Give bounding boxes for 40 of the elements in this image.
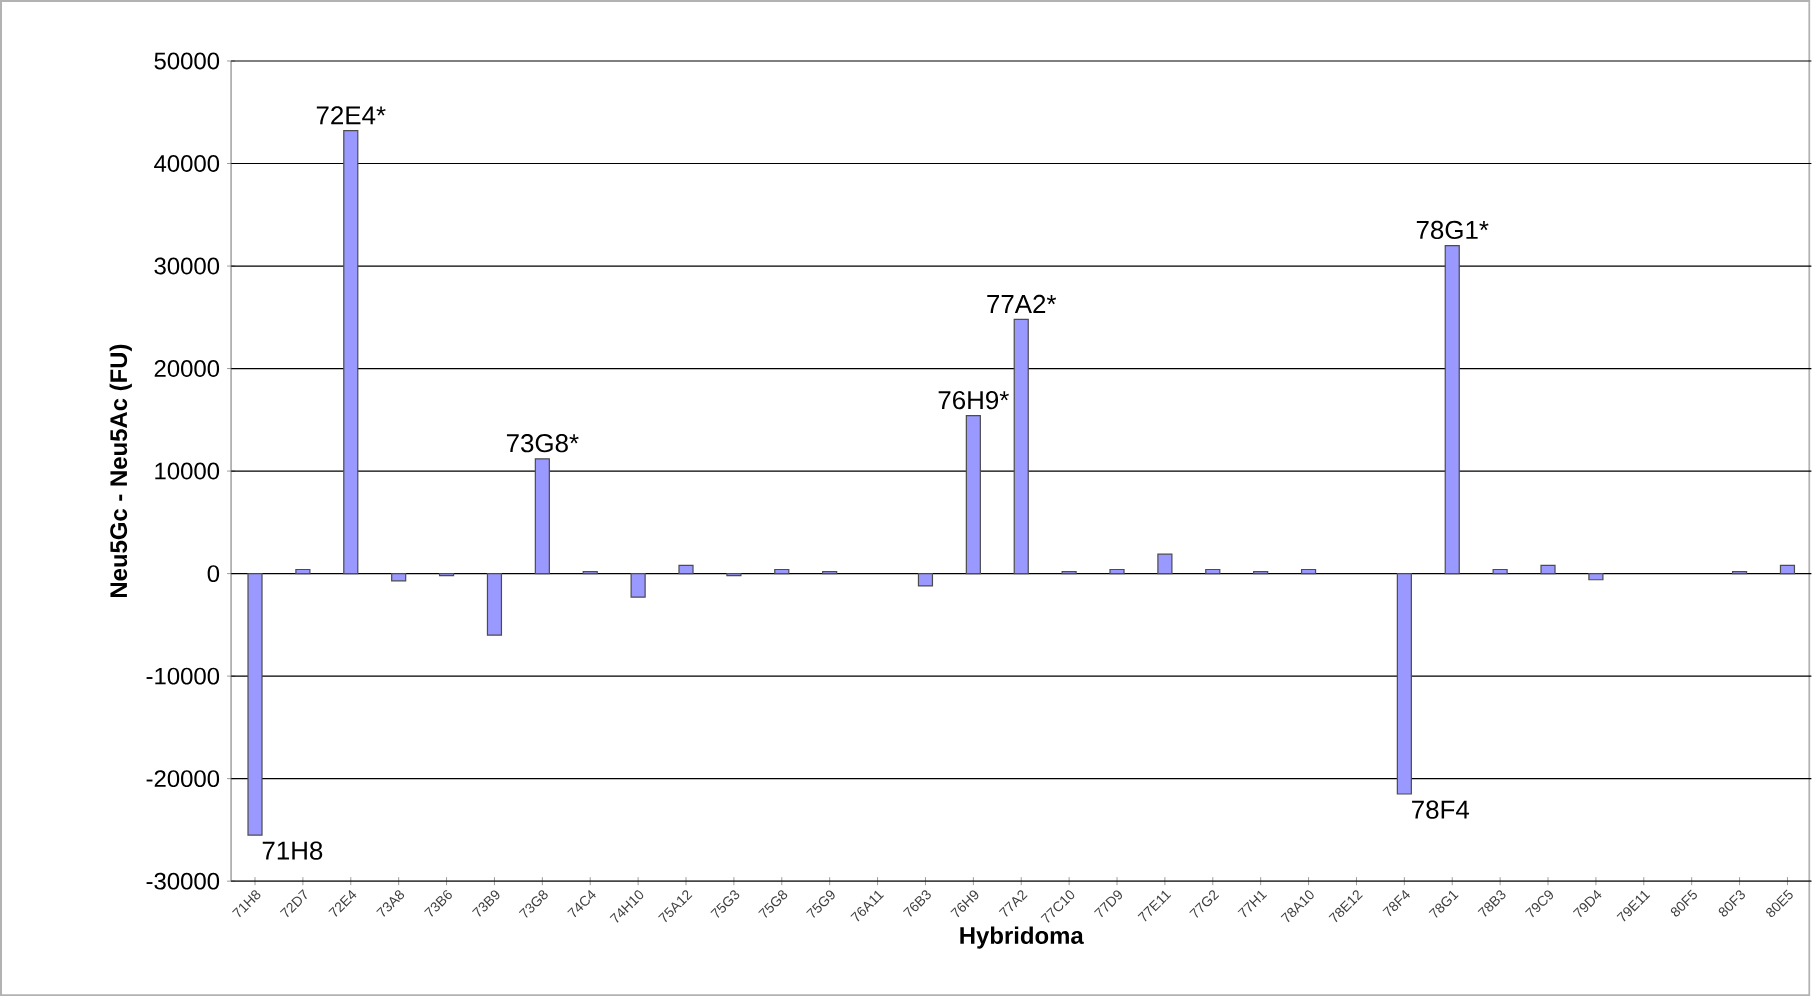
bar	[1205, 568, 1221, 575]
bar	[343, 130, 359, 575]
bar	[774, 568, 790, 575]
annotation: 78G1*	[1416, 220, 1489, 240]
bar	[1109, 568, 1125, 575]
y-axis-title: Neu5Gc - Neu5Ac (FU)	[109, 344, 132, 597]
y-tick-label: -10000	[146, 667, 220, 685]
bar	[295, 568, 311, 575]
bar	[391, 572, 407, 582]
y-tick-label: -20000	[146, 770, 220, 787]
bar	[1300, 568, 1317, 575]
y-tick-label: 10000	[155, 462, 220, 480]
bar	[678, 564, 694, 575]
y-tick-label: 50000	[154, 52, 220, 70]
y-tick-label: 20000	[154, 360, 220, 377]
annotation: 78F4	[1412, 800, 1470, 819]
y-tick-label: 0	[207, 565, 220, 582]
bar	[1444, 244, 1460, 575]
y-tick-label: 40000	[154, 154, 220, 172]
bar	[630, 572, 646, 598]
bar	[1157, 553, 1173, 575]
bar	[1588, 572, 1604, 581]
bar	[486, 572, 503, 636]
annotation: 77A2*	[987, 294, 1057, 313]
bar	[1013, 318, 1029, 575]
annotation: 71H8	[262, 841, 323, 860]
bar	[1396, 572, 1412, 795]
bar	[1492, 568, 1508, 575]
bar	[534, 458, 550, 575]
y-tick-label: -30000	[146, 872, 220, 890]
bar	[965, 415, 981, 575]
bar	[247, 572, 263, 836]
bar	[917, 572, 934, 587]
y-tick-label: 30000	[154, 257, 220, 275]
annotation: 72E4*	[316, 106, 386, 125]
bar	[1540, 564, 1556, 575]
bar	[1779, 564, 1796, 575]
x-axis-title: Hybridoma	[960, 926, 1084, 949]
annotation: 76H9*	[938, 390, 1009, 410]
annotation: 73G8*	[506, 433, 579, 453]
